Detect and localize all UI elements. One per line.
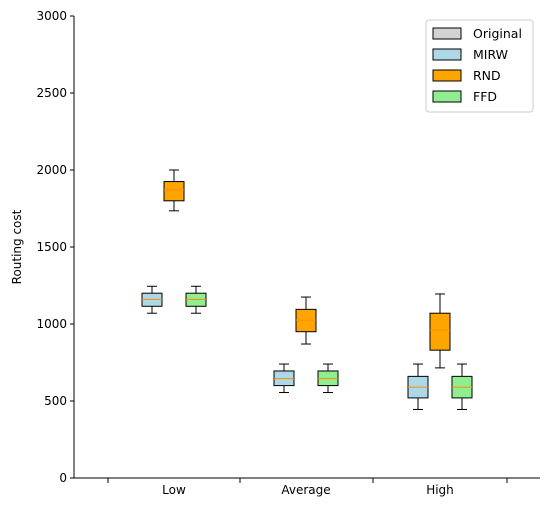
y-tick-label: 2500 — [36, 86, 67, 100]
legend-swatch-rnd — [432, 69, 462, 82]
box-iqr — [429, 312, 451, 351]
legend-label-rnd: RND — [473, 68, 501, 83]
legend-swatch-ffd — [432, 90, 462, 103]
legend-label-original: Original — [473, 26, 522, 41]
box-rnd-average — [295, 296, 317, 345]
y-tick-label: 1500 — [36, 240, 67, 254]
x-tick-label: High — [426, 483, 454, 497]
y-tick-label: 3000 — [36, 9, 67, 23]
x-tick-label: Average — [281, 483, 330, 497]
y-tick-label: 500 — [44, 394, 67, 408]
y-tick-label: 0 — [59, 471, 67, 485]
x-tick-label: Low — [162, 483, 186, 497]
x-axis-ticks: Low Average High — [107, 478, 508, 497]
box-iqr — [163, 181, 185, 202]
legend-frame — [425, 19, 534, 113]
y-axis-label: Routing cost — [10, 209, 24, 284]
box-ffd-low — [185, 285, 207, 314]
box-ffd-high — [451, 363, 473, 410]
legend: Original MIRW RND FFD — [425, 19, 534, 113]
y-axis-ticks: 0 500 1000 1500 2000 2500 3000 — [36, 9, 74, 485]
y-tick-label: 2000 — [36, 163, 67, 177]
legend-swatch-original — [432, 27, 462, 40]
legend-label-ffd: FFD — [473, 89, 497, 104]
legend-swatch-mirw — [432, 48, 462, 61]
box-mirw-low — [141, 285, 163, 314]
box-ffd-average — [317, 363, 339, 394]
y-tick-label: 1000 — [36, 317, 67, 331]
box-mirw-high — [407, 363, 429, 410]
box-rnd-low — [163, 169, 185, 212]
legend-items: Original MIRW RND FFD — [432, 26, 522, 104]
boxes-layer — [141, 169, 473, 410]
legend-label-mirw: MIRW — [473, 47, 508, 62]
box-mirw-average — [273, 363, 295, 394]
box-rnd-high — [429, 293, 451, 369]
